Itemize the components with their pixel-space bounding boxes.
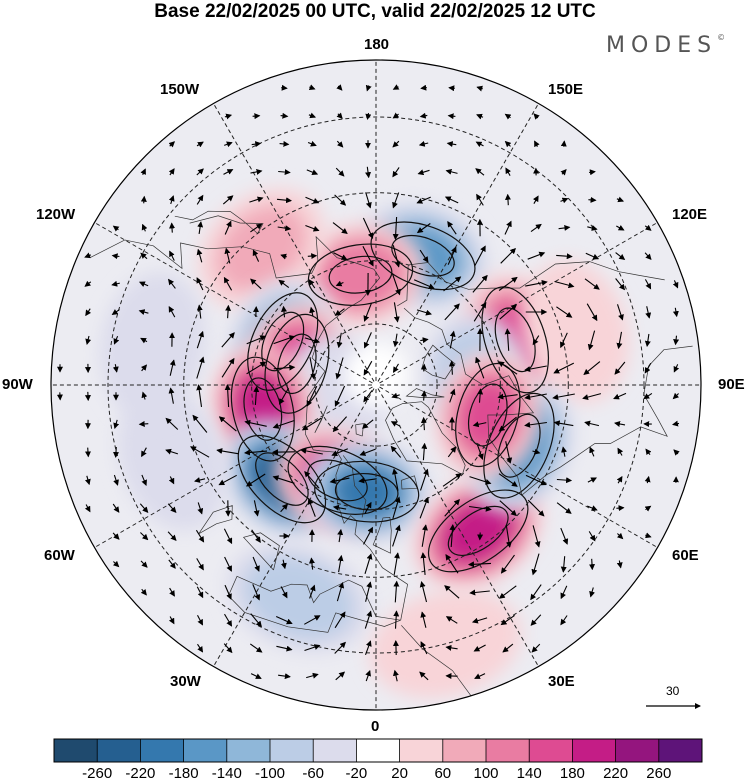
lon-label-30w: 30W bbox=[170, 674, 201, 690]
colorbar-tick-label: 20 bbox=[391, 766, 408, 782]
lon-label-60w: 60W bbox=[44, 548, 75, 564]
lon-label-0: 0 bbox=[371, 719, 379, 735]
colorbar-tick-label: 220 bbox=[603, 766, 628, 782]
colorbar-tick-label: 180 bbox=[560, 766, 585, 782]
lon-label-180: 180 bbox=[364, 37, 389, 53]
wind-arrow-68 bbox=[588, 200, 595, 201]
colorbar-tick-label: -220 bbox=[125, 766, 155, 782]
colorbar-swatch-1 bbox=[97, 739, 141, 762]
wind-arrow-52 bbox=[144, 197, 145, 204]
colorbar-swatch-6 bbox=[313, 739, 357, 762]
wind-arrow-65 bbox=[508, 195, 509, 205]
wind-arrow-308 bbox=[616, 508, 623, 509]
wind-arrow-0 bbox=[281, 88, 287, 89]
lon-label-150w: 150W bbox=[160, 82, 199, 98]
wind-reference-label: 30 bbox=[666, 684, 679, 698]
colorbar-tick-label: -60 bbox=[302, 766, 324, 782]
wind-arrow-6 bbox=[449, 88, 455, 89]
colorbar-swatch-7 bbox=[356, 739, 400, 762]
colorbar-tick-label: 100 bbox=[473, 766, 498, 782]
colorbar-swatch-11 bbox=[529, 739, 573, 762]
colorbar-swatch-14 bbox=[659, 739, 703, 762]
colorbar bbox=[54, 739, 702, 762]
lon-label-120e: 120E bbox=[672, 207, 707, 223]
map-title: Base 22/02/2025 00 UTC, valid 22/02/2025… bbox=[0, 0, 750, 24]
lon-label-90e: 90E bbox=[718, 377, 745, 393]
wind-arrow-225 bbox=[140, 424, 149, 425]
colorbar-swatch-12 bbox=[572, 739, 616, 762]
colorbar-swatch-9 bbox=[443, 739, 487, 762]
wind-arrow-347 bbox=[592, 559, 593, 569]
modes-logo: MODES© bbox=[606, 33, 725, 58]
wind-arrow-246 bbox=[116, 447, 117, 457]
lon-label-120w: 120W bbox=[36, 207, 75, 223]
colorbar-swatch-0 bbox=[54, 739, 98, 762]
colorbar-tick-labels: -260 -220 -180 -140 -100 -60 -20 20 60 100 140 180 2… bbox=[0, 766, 750, 784]
colorbar-swatch-13 bbox=[616, 739, 660, 762]
colorbar-tick-label: -260 bbox=[82, 766, 112, 782]
lon-label-90w: 90W bbox=[2, 377, 33, 393]
lon-label-60e: 60E bbox=[672, 548, 699, 564]
lon-label-30e: 30E bbox=[548, 674, 575, 690]
colorbar-swatch-3 bbox=[184, 739, 228, 762]
colorbar-swatch-8 bbox=[400, 739, 444, 762]
colorbar-swatch-4 bbox=[227, 739, 270, 762]
wind-arrow-190 bbox=[424, 365, 425, 372]
colorbar-tick-label: -180 bbox=[169, 766, 199, 782]
colorbar-tick-label: -100 bbox=[255, 766, 285, 782]
colorbar-swatch-10 bbox=[486, 739, 530, 762]
colorbar-tick-label: 60 bbox=[434, 766, 451, 782]
wind-arrow-34 bbox=[564, 141, 565, 146]
lon-label-150e: 150E bbox=[548, 82, 583, 98]
wind-arrow-98 bbox=[308, 256, 316, 257]
wind-arrow-9 bbox=[253, 116, 260, 117]
colorbar-tick-label: -20 bbox=[346, 766, 368, 782]
wind-arrow-72 bbox=[172, 223, 173, 232]
colorbar-swatch-5 bbox=[270, 739, 314, 762]
wind-arrow-245 bbox=[88, 448, 89, 457]
colorbar-tick-label: 260 bbox=[646, 766, 671, 782]
colorbar-swatch-2 bbox=[140, 739, 184, 762]
colorbar-tick-label: -140 bbox=[212, 766, 242, 782]
colorbar-tick-label: 140 bbox=[517, 766, 542, 782]
